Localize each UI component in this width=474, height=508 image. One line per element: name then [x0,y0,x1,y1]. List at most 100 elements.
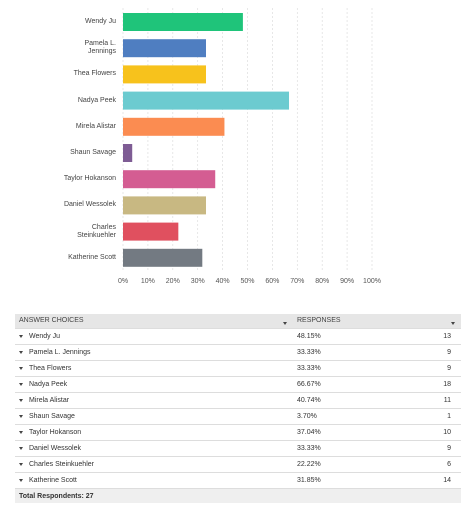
responses-table: ANSWER CHOICES RESPONSES Wendy Ju 48.15% 13 P… [15,314,461,503]
category-label: Charles Steinkuehler [77,223,116,239]
bar [123,91,290,110]
x-tick-label: 80% [315,278,329,285]
percent: 22.22% [293,456,393,473]
dropdown-arrow [19,430,23,434]
row: Nadya Peek 66.67% 18 [15,376,461,393]
percent: 33.33% [293,360,393,377]
header-text: ANSWER CHOICES [19,317,84,324]
cell: Nadya Peek [15,376,293,393]
percent: 37.04% [293,424,393,441]
bar [123,248,203,267]
answer-choice: Thea Flowers [29,365,72,372]
header-cell: ANSWER CHOICES [15,314,293,329]
row: Daniel Wessolek 33.33% 9 [15,440,461,457]
cell: Thea Flowers [15,360,293,377]
category-label: Taylor Hokanson [63,175,116,183]
count: 9 [392,344,461,361]
count: 10 [392,424,461,441]
dropdown-arrow [19,398,23,402]
total-respondents: Total Respondents: 27 [15,488,461,503]
percent: 33.33% [293,344,393,361]
count: 18 [392,376,461,393]
chart: 0% 10% 20% 30% 40% 50% 60% 70% 80% 90% 100% [118,8,381,285]
answer-choice: Mirela Alistar [29,397,70,404]
dropdown-arrow [19,350,23,354]
row: Wendy Ju 48.15% 13 [15,328,461,345]
dropdown-arrow [19,446,23,450]
x-tick-label: 40% [216,278,230,285]
answer-choice: Charles Steinkuehler [29,461,94,468]
category-label: Mirela Alistar [75,122,116,130]
dropdown-arrow [19,414,23,418]
count: 9 [392,360,461,377]
bar [123,144,133,162]
bar [123,13,243,31]
category-label: Daniel Wessolek [63,201,116,209]
percent: 40.74% [293,392,393,409]
cell: Mirela Alistar [15,392,293,409]
bar [123,117,225,136]
bar [123,39,206,58]
x-tick-label: 50% [240,278,254,285]
row: Taylor Hokanson 37.04% 10 [15,424,461,441]
answer-choice: Pamela L. Jennings [29,349,91,356]
x-tick-label: 100% [363,278,381,285]
answer-choice: Nadya Peek [29,381,68,388]
dropdown-arrow [19,478,23,482]
percent: 66.67% [293,376,393,393]
cell: Wendy Ju [15,328,293,345]
header-cell: RESPONSES [293,314,461,329]
x-tick-label: 20% [166,278,180,285]
count: 1 [392,408,461,425]
cell: Shaun Savage [15,408,293,425]
percent: 3.70% [293,408,393,425]
footer-row: Total Respondents: 27 [15,488,461,503]
category-label: Shaun Savage [70,149,116,156]
dropdown-arrow [19,366,23,370]
header-row: ANSWER CHOICES RESPONSES [15,314,461,329]
count: 11 [392,392,461,409]
category-label: Pamela L. Jennings [84,40,116,56]
header-text: RESPONSES [297,317,341,324]
x-tick-label: 70% [290,278,304,285]
row: Katherine Scott 31.85% 14 [15,472,461,489]
cell: Charles Steinkuehler [15,456,293,473]
answer-choice: Daniel Wessolek [29,445,82,452]
x-tick-label: 60% [265,278,279,285]
count: 6 [392,456,461,473]
bar [123,196,206,215]
row: Charles Steinkuehler 22.22% 6 [15,456,461,473]
dropdown-arrow [451,322,455,325]
answer-choice: Katherine Scott [29,477,77,484]
answer-choice: Shaun Savage [29,413,75,420]
category-label: Nadya Peek [77,96,116,104]
dropdown-arrow [19,334,23,338]
x-tick-label: 0% [118,278,128,285]
percent: 48.15% [293,328,393,345]
dropdown-arrow [283,322,287,325]
x-tick-label: 30% [191,278,205,285]
cell: Pamela L. Jennings [15,344,293,361]
category-label: Katherine Scott [68,253,116,261]
cell: Daniel Wessolek [15,440,293,457]
category-label: Wendy Ju [85,18,116,25]
row: Thea Flowers 33.33% 9 [15,360,461,377]
answer-choice: Wendy Ju [29,333,60,340]
percent: 31.85% [293,472,393,489]
percent: 33.33% [293,440,393,457]
x-tick-label: 10% [141,278,155,285]
bar [123,222,179,241]
category-label: Thea Flowers [73,70,116,78]
dropdown-arrow [19,462,23,466]
cell: Katherine Scott [15,472,293,489]
row: Pamela L. Jennings 33.33% 9 [15,344,461,361]
bar [123,65,206,84]
count: 9 [392,440,461,457]
row: Mirela Alistar 40.74% 11 [15,392,461,409]
row: Shaun Savage 3.70% 1 [15,408,461,425]
dropdown-arrow [19,382,23,386]
count: 13 [392,328,461,345]
count: 14 [392,472,461,489]
bar [123,170,216,189]
